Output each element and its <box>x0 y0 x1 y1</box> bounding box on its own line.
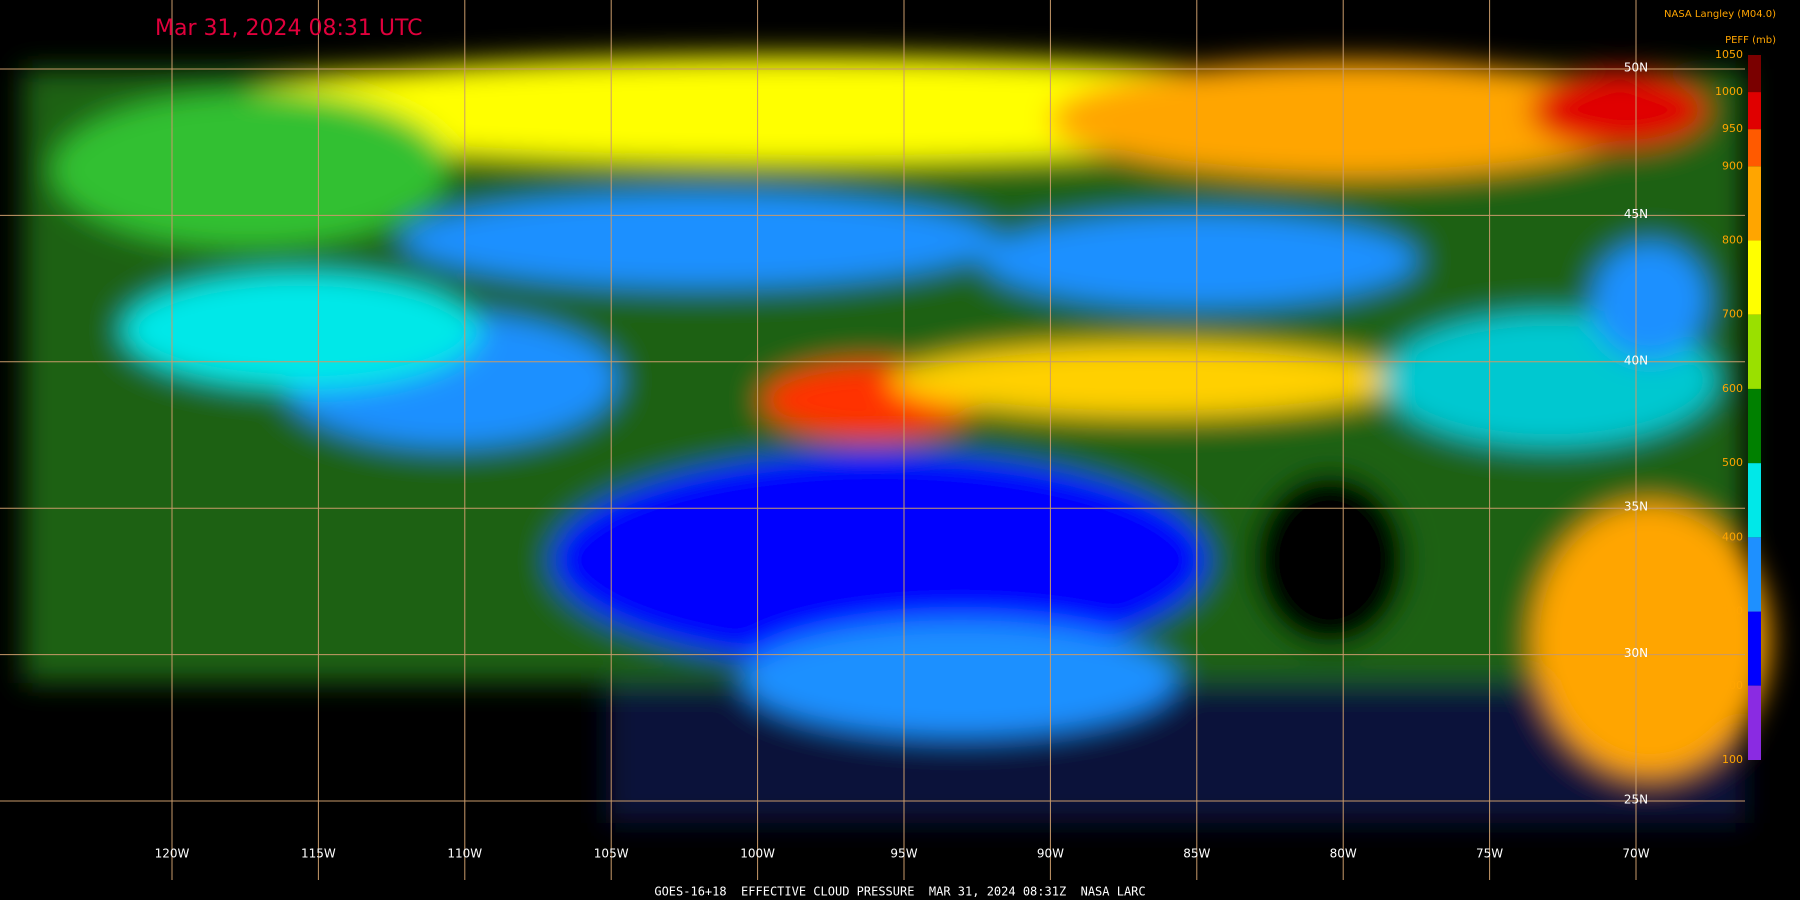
longitude-label: 70W <box>1622 847 1649 861</box>
colorbar-tick-label: 400 <box>1722 530 1743 543</box>
colorbar-segment <box>1748 537 1761 612</box>
colorbar-tick-label: 300 <box>1722 605 1743 618</box>
colorbar-segment <box>1748 129 1761 167</box>
colorbar-segment <box>1748 685 1761 760</box>
source-label: NASA Langley (M04.0) <box>1664 9 1776 20</box>
colorbar-tick-label: 950 <box>1722 122 1743 135</box>
colorbar-tick-label: 600 <box>1722 382 1743 395</box>
longitude-label: 115W <box>301 847 336 861</box>
colorbar-segment <box>1748 463 1761 538</box>
colorbar-tick-label: 900 <box>1722 159 1743 172</box>
longitude-label: 90W <box>1037 847 1064 861</box>
longitude-label: 95W <box>890 847 917 861</box>
longitude-label: 105W <box>594 847 629 861</box>
latitude-label: 45N <box>1624 207 1648 221</box>
colorbar-segment <box>1748 314 1761 389</box>
colorbar-segment <box>1748 388 1761 464</box>
latitude-label: 50N <box>1624 61 1648 75</box>
colorbar-label: PEFF (mb) <box>1725 35 1776 46</box>
colorbar-segment <box>1748 240 1761 315</box>
colorbar-tick-label: 800 <box>1722 234 1743 247</box>
latitude-label: 40N <box>1624 353 1648 367</box>
longitude-label: 80W <box>1330 847 1357 861</box>
latitude-label: 30N <box>1624 646 1648 660</box>
colorbar-tick-label: 700 <box>1722 308 1743 321</box>
graticule <box>0 0 1745 880</box>
colorbar-tick-label: 100 <box>1722 753 1743 766</box>
colorbar-segment <box>1748 611 1761 686</box>
colorbar-segment <box>1748 55 1761 93</box>
longitude-label: 110W <box>447 847 482 861</box>
colorbar-tick-label: 200 <box>1722 679 1743 692</box>
latitude-label: 35N <box>1624 500 1648 514</box>
colorbar-segment <box>1748 166 1761 241</box>
longitude-label: 85W <box>1183 847 1210 861</box>
colorbar-tick-label: 500 <box>1722 456 1743 469</box>
colorbar-tick-label: 1050 <box>1715 48 1743 61</box>
colorbar-tick-label: 1000 <box>1715 85 1743 98</box>
colorbar-segment <box>1748 92 1761 130</box>
longitude-label: 75W <box>1476 847 1503 861</box>
latitude-label: 25N <box>1624 793 1648 807</box>
longitude-label: 120W <box>155 847 190 861</box>
timestamp: Mar 31, 2024 08:31 UTC <box>155 16 422 41</box>
longitude-label: 100W <box>740 847 775 861</box>
cloud-field <box>23 55 1770 823</box>
footer: GOES-16+18 EFFECTIVE CLOUD PRESSURE MAR … <box>654 885 1145 899</box>
